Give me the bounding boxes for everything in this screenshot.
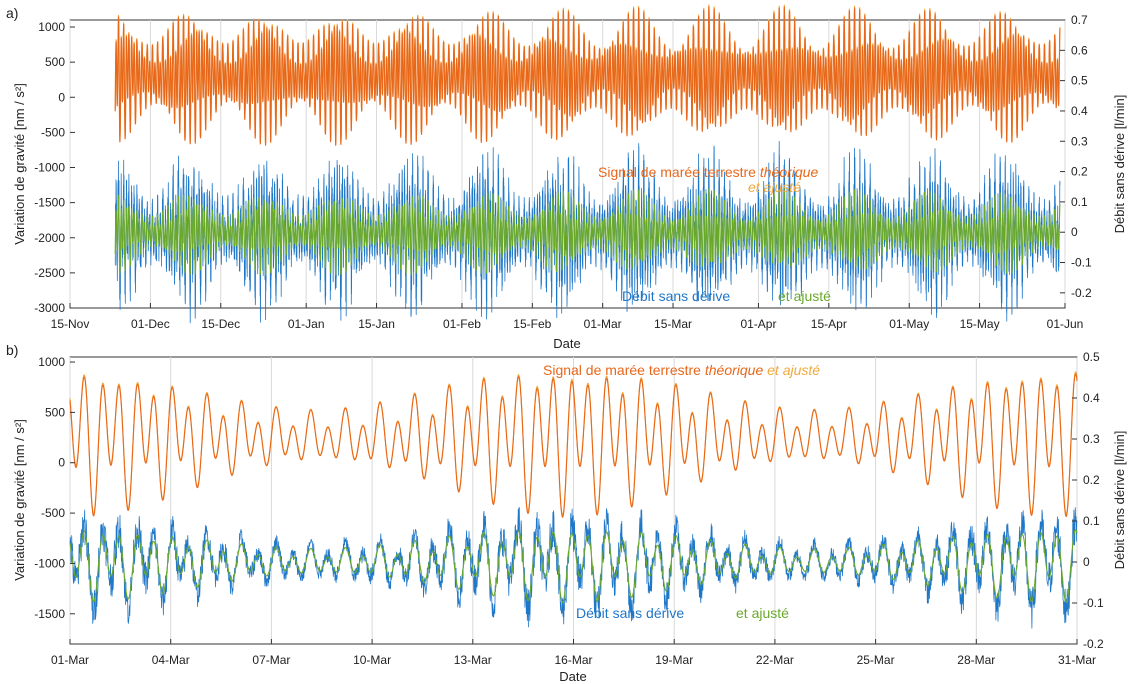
panel-a-tide-prefix: Signal de marée terrestre	[598, 164, 760, 180]
panel-a-tide-theo: théorique	[760, 164, 819, 180]
panel-b-tide-prefix: Signal de marée terrestre	[543, 362, 705, 378]
x-tick-label: 01-Mar	[51, 653, 89, 667]
x-tick-label: 15-Dec	[201, 317, 240, 331]
x-tick-label: 16-Mar	[554, 653, 592, 667]
panel-b-tide-annotation: Signal de marée terrestre théorique et a…	[543, 362, 820, 378]
y-right-tick-label: -0.2	[1071, 286, 1092, 300]
y-left-tick-label: -1500	[34, 196, 65, 210]
panel-b: b) 01-Mar 04-Mar 07-Mar 10-Mar 13-Mar 16-Mar 1…	[6, 342, 1127, 684]
panel-b-flow-annotation: Débit sans dérive	[576, 605, 684, 621]
y-right-tick-label: 0.5	[1071, 74, 1088, 88]
series-line	[69, 507, 1078, 629]
panel-a: a) 15-Nov 01-Dec 15-Dec 01-Jan 15-Jan 01-Feb 1…	[6, 4, 1127, 351]
x-tick-label: 15-May	[960, 317, 1000, 331]
panel-b-grid	[69, 357, 1078, 644]
panel-b-ylabel-left: Variation de gravité [nm / s²]	[12, 419, 27, 581]
y-left-tick-label: -1500	[34, 607, 65, 621]
y-right-tick-label: 0.2	[1083, 473, 1100, 487]
panel-a-flow-adjusted: et ajusté	[778, 288, 831, 304]
series-line	[114, 188, 1061, 276]
x-tick-label: 01-Dec	[131, 317, 170, 331]
y-right-tick-label: 0	[1083, 555, 1090, 569]
y-left-tick-label: -3000	[34, 301, 65, 315]
x-tick-label: 15-Apr	[811, 317, 847, 331]
panel-a-series	[114, 4, 1061, 324]
x-tick-label: 10-Mar	[353, 653, 391, 667]
panel-a-ylabel-right: Débit sans dérive [l/min]	[1112, 95, 1127, 234]
panel-a-y-right-ticks: -0.2 -0.1 0 0.1 0.2 0.3 0.4 0.5 0.6 0.7	[1060, 13, 1092, 300]
y-right-tick-label: 0.4	[1083, 391, 1100, 405]
panel-a-tide-adjusted: et ajusté	[748, 179, 801, 195]
panel-a-x-ticks: 15-Nov 01-Dec 15-Dec 01-Jan 15-Jan 01-Feb 15-F…	[51, 303, 1084, 331]
y-left-tick-label: -2500	[34, 266, 65, 280]
y-left-tick-label: -2000	[34, 231, 65, 245]
panel-b-tide-adjusted: et ajusté	[763, 362, 820, 378]
x-tick-label: 19-Mar	[655, 653, 693, 667]
y-right-tick-label: 0.7	[1071, 13, 1088, 27]
panel-b-letter: b)	[6, 342, 18, 358]
x-tick-label: 13-Mar	[454, 653, 492, 667]
y-right-tick-label: -0.1	[1071, 256, 1092, 270]
y-left-tick-label: -500	[41, 125, 65, 139]
series-line	[114, 6, 1061, 146]
x-tick-label: 28-Mar	[957, 653, 995, 667]
y-left-tick-label: -500	[41, 506, 65, 520]
x-tick-label: 22-Mar	[756, 653, 794, 667]
panel-b-tide-theo: théorique	[705, 362, 764, 378]
y-right-tick-label: 0.5	[1083, 350, 1100, 364]
series-line	[69, 529, 1078, 604]
x-tick-label: 31-Mar	[1058, 653, 1096, 667]
x-tick-label: 01-Apr	[740, 317, 776, 331]
y-left-tick-label: -1000	[34, 556, 65, 570]
panel-a-ylabel-left: Variation de gravité [nm / s²]	[12, 83, 27, 245]
y-left-tick-label: 0	[58, 90, 65, 104]
panel-b-series	[69, 371, 1078, 629]
x-tick-label: 25-Mar	[857, 653, 895, 667]
panel-a-flow-annotation: Débit sans dérive	[622, 288, 730, 304]
x-tick-label: 15-Feb	[513, 317, 551, 331]
y-right-tick-label: 0.3	[1071, 134, 1088, 148]
panel-b-flow-adjusted: et ajusté	[736, 605, 789, 621]
y-right-tick-label: -0.1	[1083, 596, 1104, 610]
y-left-tick-label: 500	[45, 55, 65, 69]
x-tick-label: 01-Jun	[1047, 317, 1084, 331]
x-tick-label: 07-Mar	[252, 653, 290, 667]
y-left-tick-label: 1000	[38, 20, 65, 34]
y-left-tick-label: 1000	[38, 355, 65, 369]
panel-b-y-right-ticks: -0.2 -0.1 0 0.1 0.2 0.3 0.4 0.5	[1072, 350, 1104, 651]
x-tick-label: 01-May	[889, 317, 929, 331]
y-right-tick-label: -0.2	[1083, 637, 1104, 651]
y-left-tick-label: 0	[58, 456, 65, 470]
x-tick-label: 15-Nov	[51, 317, 90, 331]
y-left-tick-label: 500	[45, 405, 65, 419]
panel-a-y-left-ticks: -3000 -2500 -2000 -1500 -1000 -500 0 500 1000	[34, 20, 75, 315]
y-right-tick-label: 0.2	[1071, 165, 1088, 179]
x-tick-label: 01-Mar	[584, 317, 622, 331]
x-tick-label: 15-Mar	[654, 317, 692, 331]
y-left-tick-label: -1000	[34, 161, 65, 175]
panel-a-xlabel: Date	[553, 336, 580, 351]
y-right-tick-label: 0	[1071, 225, 1078, 239]
panel-b-y-left-ticks: -1500 -1000 -500 0 500 1000	[34, 355, 75, 621]
panel-b-x-ticks: 01-Mar 04-Mar 07-Mar 10-Mar 13-Mar 16-Mar 19-M…	[51, 639, 1096, 667]
x-tick-label: 04-Mar	[152, 653, 190, 667]
x-tick-label: 15-Jan	[358, 317, 395, 331]
y-right-tick-label: 0.1	[1071, 195, 1088, 209]
panel-b-xlabel: Date	[559, 669, 586, 684]
series-line	[69, 373, 1078, 518]
y-right-tick-label: 0.4	[1071, 104, 1088, 118]
panel-a-tide-annotation: Signal de marée terrestre théorique	[598, 164, 818, 180]
y-right-tick-label: 0.6	[1071, 43, 1088, 57]
panel-a-letter: a)	[6, 5, 18, 21]
y-right-tick-label: 0.1	[1083, 514, 1100, 528]
panel-b-ylabel-right: Débit sans dérive [l/min]	[1112, 431, 1127, 570]
y-right-tick-label: 0.3	[1083, 432, 1100, 446]
x-tick-label: 01-Jan	[288, 317, 325, 331]
x-tick-label: 01-Feb	[443, 317, 481, 331]
